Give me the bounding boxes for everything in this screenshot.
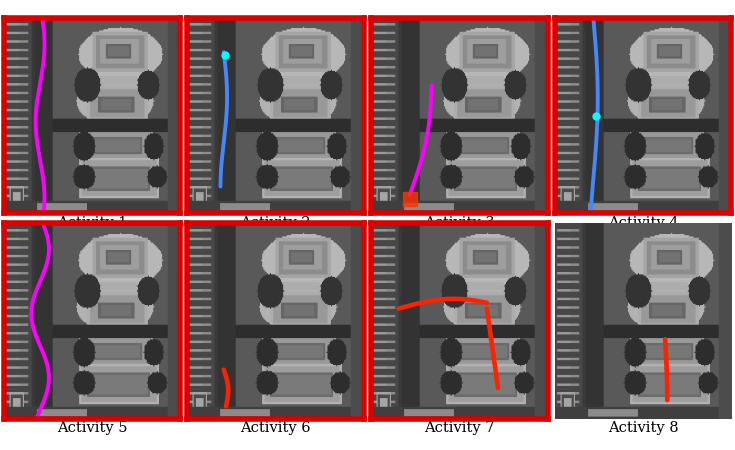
X-axis label: Activity 2: Activity 2: [240, 216, 311, 230]
X-axis label: Activity 6: Activity 6: [240, 421, 311, 435]
X-axis label: Activity 5: Activity 5: [57, 421, 127, 435]
X-axis label: Activity 8: Activity 8: [608, 421, 678, 435]
X-axis label: Activity 4: Activity 4: [608, 216, 678, 230]
X-axis label: Activity 3: Activity 3: [424, 216, 495, 230]
X-axis label: Activity 1: Activity 1: [57, 216, 127, 230]
X-axis label: Activity 7: Activity 7: [424, 421, 495, 435]
